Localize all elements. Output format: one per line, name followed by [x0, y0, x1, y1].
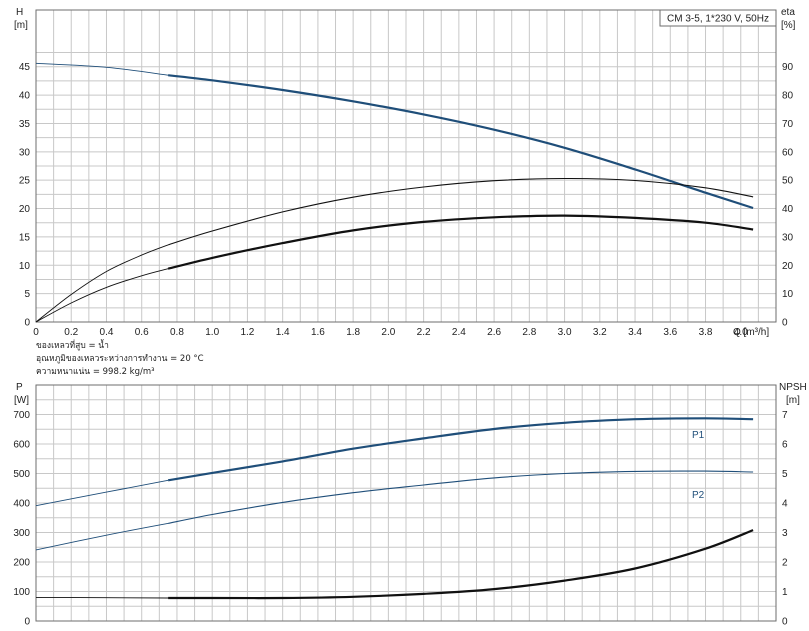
right-tick-label: 0	[782, 318, 788, 329]
left-tick-label: 0	[24, 318, 30, 329]
note-density: ความหนาแน่น = 998.2 kg/m³	[36, 367, 155, 377]
left-tick-label: 15	[19, 232, 31, 243]
note-liquid: ของเหลวที่สูบ = น้ำ	[36, 339, 109, 351]
top-chart: 0 5 10 15 20 25 30 35 40 45 0 10 20 30 40 50 60 70 80 90 0 0.…	[14, 7, 796, 377]
left-tick-label: 45	[19, 62, 31, 73]
right-tick-label: 7	[782, 410, 788, 421]
top-grid	[36, 10, 776, 322]
p1-series-label: P1	[692, 430, 705, 441]
bottom-plot-frame	[35, 384, 777, 622]
bottom-series-0-lead-line	[35, 479, 169, 507]
x-tick-label: 2.0	[381, 327, 395, 338]
power-axis-unit: [W]	[14, 395, 29, 406]
left-tick-label: 40	[19, 91, 31, 102]
left-tick-label: 20	[19, 204, 31, 215]
head-axis-title: H	[16, 7, 23, 18]
bottom-series-2-lead-line	[35, 596, 169, 599]
npsh-axis-title: NPSH	[779, 382, 807, 393]
left-tick-label: 500	[13, 469, 30, 480]
right-tick-label: 10	[782, 289, 794, 300]
right-tick-label: 1	[782, 587, 788, 598]
left-tick-label: 700	[13, 410, 30, 421]
x-tick-label: 3.8	[699, 327, 713, 338]
left-tick-label: 200	[13, 558, 30, 569]
head-axis-unit: [m]	[14, 20, 28, 31]
eta-axis-unit: [%]	[781, 20, 796, 31]
x-tick-label: 3.6	[663, 327, 677, 338]
bottom-chart: 0 100 200 300 400 500 600 700 0 1 2 3 4 5 6 7 P [W] NPS…	[13, 382, 806, 628]
left-tick-label: 600	[13, 440, 30, 451]
x-tick-label: 1.4	[276, 327, 290, 338]
right-tick-label: 5	[782, 469, 788, 480]
x-tick-label: 2.2	[417, 327, 431, 338]
bottom-ticks: 0 100 200 300 400 500 600 700 0 1 2 3 4 5 6 7	[13, 410, 788, 628]
x-tick-label: 0.2	[64, 327, 78, 338]
title-box-frame	[659, 9, 777, 27]
x-tick-label: 1.0	[205, 327, 219, 338]
x-tick-label: 3.2	[593, 327, 607, 338]
right-tick-label: 90	[782, 62, 794, 73]
x-tick-label: 1.6	[311, 327, 325, 338]
x-tick-label: 2.4	[452, 327, 466, 338]
left-tick-label: 25	[19, 176, 31, 187]
right-tick-label: 50	[782, 176, 794, 187]
x-tick-label: 2.6	[487, 327, 501, 338]
top-plot-frame	[35, 9, 777, 323]
left-tick-label: 5	[24, 289, 30, 300]
right-tick-label: 60	[782, 147, 794, 158]
left-tick-label: 0	[24, 617, 30, 628]
x-tick-label: 1.8	[346, 327, 360, 338]
right-tick-label: 4	[782, 499, 788, 510]
x-tick-label: 1.2	[240, 327, 254, 338]
right-tick-label: 6	[782, 440, 788, 451]
left-tick-label: 30	[19, 147, 31, 158]
right-tick-label: 80	[782, 91, 794, 102]
left-tick-label: 10	[19, 261, 31, 272]
right-tick-label: 70	[782, 119, 794, 130]
left-tick-label: 300	[13, 528, 30, 539]
top-series-0-lead-line	[35, 62, 169, 76]
right-tick-label: 2	[782, 558, 788, 569]
x-tick-label: 0.6	[135, 327, 149, 338]
right-tick-label: 30	[782, 232, 794, 243]
x-tick-label: 0	[33, 327, 39, 338]
right-tick-label: 3	[782, 528, 788, 539]
chart-title: CM 3-5, 1*230 V, 50Hz	[667, 14, 769, 25]
x-tick-label: 3.4	[628, 327, 642, 338]
x-tick-label: 2.8	[522, 327, 536, 338]
p2-series-label: P2	[692, 490, 705, 501]
flow-axis-title: Q [m³/h]	[733, 327, 769, 338]
bottom-series-1-line	[167, 470, 754, 524]
x-tick-label: 3.0	[558, 327, 572, 338]
top-series-2-lead-line	[35, 244, 169, 323]
left-tick-label: 400	[13, 499, 30, 510]
note-temperature: อุณหภูมิของเหลวระหว่างการทำงาน = 20 °C	[36, 354, 204, 364]
top-series-2-line	[167, 177, 754, 246]
top-ticks: 0 5 10 15 20 25 30 35 40 45 0 10 20 30 40 50 60 70 80 90 0 0.…	[19, 62, 794, 338]
bottom-series-2-line	[168, 529, 754, 600]
x-tick-label: 0.4	[100, 327, 114, 338]
x-tick-label: 0.8	[170, 327, 184, 338]
top-series-1-line	[167, 214, 754, 270]
right-tick-label: 40	[782, 204, 794, 215]
right-tick-label: 0	[782, 617, 788, 628]
npsh-axis-unit: [m]	[786, 395, 800, 406]
left-tick-label: 35	[19, 119, 31, 130]
eta-axis-title: eta	[781, 7, 795, 18]
bottom-series	[35, 417, 754, 600]
left-tick-label: 100	[13, 587, 30, 598]
top-series-0-line	[167, 74, 754, 210]
top-series	[35, 62, 754, 323]
top-series-1-lead-line	[35, 268, 169, 323]
bottom-series-1-lead-line	[35, 522, 169, 551]
power-axis-title: P	[16, 382, 23, 393]
right-tick-label: 20	[782, 261, 794, 272]
bottom-series-0-line	[167, 417, 754, 482]
chart-title-box: CM 3-5, 1*230 V, 50Hz	[659, 9, 777, 27]
x-tick-label: 4.0	[734, 327, 748, 338]
